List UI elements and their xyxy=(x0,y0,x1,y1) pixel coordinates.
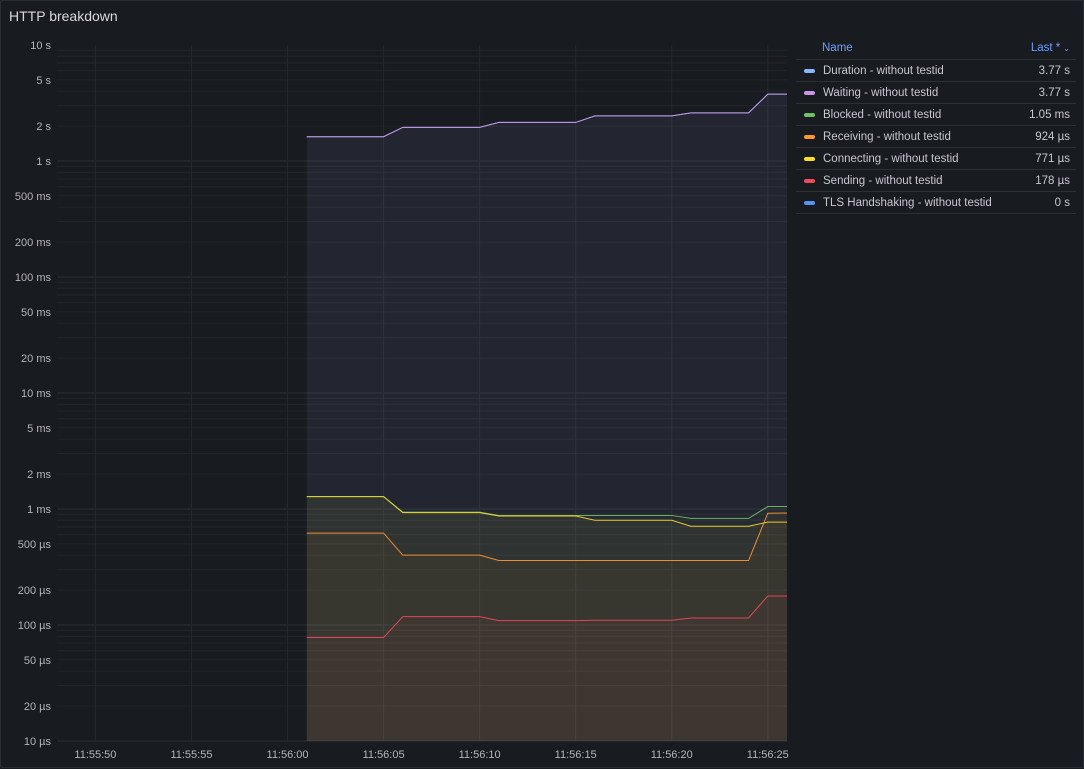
y-tick-label: 100 µs xyxy=(18,620,52,632)
y-tick-label: 10 ms xyxy=(21,388,51,400)
legend-item-name: Receiving - without testid xyxy=(823,130,951,143)
series-color-swatch xyxy=(804,178,815,183)
y-tick-label: 1 s xyxy=(36,156,51,168)
legend-header: Name Last * ⌄ xyxy=(796,37,1076,60)
y-tick-label: 1 ms xyxy=(27,504,51,516)
series-color-swatch xyxy=(804,156,815,161)
y-tick-label: 50 ms xyxy=(21,307,51,319)
x-tick-label: 11:56:05 xyxy=(363,749,405,761)
legend-item-value: 3.77 s xyxy=(1038,86,1070,99)
legend-item[interactable]: Receiving - without testid 924 µs xyxy=(796,126,1076,148)
legend-item-value: 178 µs xyxy=(1035,174,1070,187)
legend-sort-button[interactable]: Last * ⌄ xyxy=(1031,42,1070,54)
series-line[interactable] xyxy=(306,595,787,639)
series-color-swatch xyxy=(804,112,815,117)
x-tick-label: 11:55:50 xyxy=(74,749,116,761)
legend-table: Name Last * ⌄ Duration - without testid 3… xyxy=(796,37,1076,214)
legend-item-name: Blocked - without testid xyxy=(823,108,942,121)
y-tick-label: 500 µs xyxy=(18,539,52,551)
legend-item-name: Waiting - without testid xyxy=(823,86,939,99)
x-tick-label: 11:56:20 xyxy=(651,749,693,761)
legend-rows: Duration - without testid 3.77 s Waiting -… xyxy=(796,60,1076,214)
x-tick-label: 11:56:25 xyxy=(747,749,789,761)
series-area xyxy=(306,595,787,741)
series-area xyxy=(306,94,787,741)
y-tick-label: 5 s xyxy=(36,75,51,87)
y-tick-label: 5 ms xyxy=(27,423,51,435)
x-tick-label: 11:56:15 xyxy=(555,749,597,761)
legend-item[interactable]: Sending - without testid 178 µs xyxy=(796,170,1076,192)
series-area xyxy=(306,496,787,741)
legend-item-value: 771 µs xyxy=(1035,152,1070,165)
series-color-swatch xyxy=(804,134,815,139)
legend-item[interactable]: Duration - without testid 3.77 s xyxy=(796,60,1076,82)
legend-item[interactable]: Connecting - without testid 771 µs xyxy=(796,148,1076,170)
series-area xyxy=(306,496,787,741)
y-tick-label: 100 ms xyxy=(15,272,52,284)
series-area xyxy=(306,512,787,741)
x-tick-label: 11:56:00 xyxy=(267,749,309,761)
series-line[interactable] xyxy=(306,93,787,138)
y-tick-label: 10 s xyxy=(30,40,51,52)
legend-header-value: Last * xyxy=(1030,42,1061,54)
legend-item-name: TLS Handshaking - without testid xyxy=(823,196,992,209)
y-tick-label: 20 µs xyxy=(24,701,52,713)
y-tick-label: 2 s xyxy=(36,121,51,133)
y-tick-label: 500 ms xyxy=(15,191,52,203)
y-tick-label: 10 µs xyxy=(24,736,52,748)
x-tick-label: 11:56:10 xyxy=(459,749,501,761)
legend-item-value: 0 s xyxy=(1054,196,1070,209)
chevron-down-icon: ⌄ xyxy=(1063,43,1070,53)
y-tick-label: 200 ms xyxy=(15,237,52,249)
legend-header-name[interactable]: Name xyxy=(822,42,853,54)
legend-item-name: Connecting - without testid xyxy=(823,152,959,165)
series-line[interactable] xyxy=(306,512,788,561)
y-tick-label: 20 ms xyxy=(21,353,51,365)
panel-title[interactable]: HTTP breakdown xyxy=(9,8,118,24)
legend-item[interactable]: Blocked - without testid 1.05 ms xyxy=(796,104,1076,126)
y-tick-label: 200 µs xyxy=(18,585,52,597)
legend-item[interactable]: Waiting - without testid 3.77 s xyxy=(796,82,1076,104)
y-tick-label: 50 µs xyxy=(24,655,52,667)
legend-item-name: Sending - without testid xyxy=(823,174,943,187)
legend-item-value: 924 µs xyxy=(1035,130,1070,143)
legend-item-value: 1.05 ms xyxy=(1029,108,1070,121)
legend-item[interactable]: TLS Handshaking - without testid 0 s xyxy=(796,192,1076,214)
legend-item-value: 3.77 s xyxy=(1038,64,1070,77)
x-tick-label: 11:55:55 xyxy=(170,749,212,761)
series-line[interactable] xyxy=(306,496,787,527)
series-color-swatch xyxy=(804,90,815,95)
series-area xyxy=(306,94,787,741)
y-tick-label: 2 ms xyxy=(27,469,51,481)
series-color-swatch xyxy=(804,200,815,205)
series-color-swatch xyxy=(804,68,815,73)
legend-item-name: Duration - without testid xyxy=(823,64,944,77)
